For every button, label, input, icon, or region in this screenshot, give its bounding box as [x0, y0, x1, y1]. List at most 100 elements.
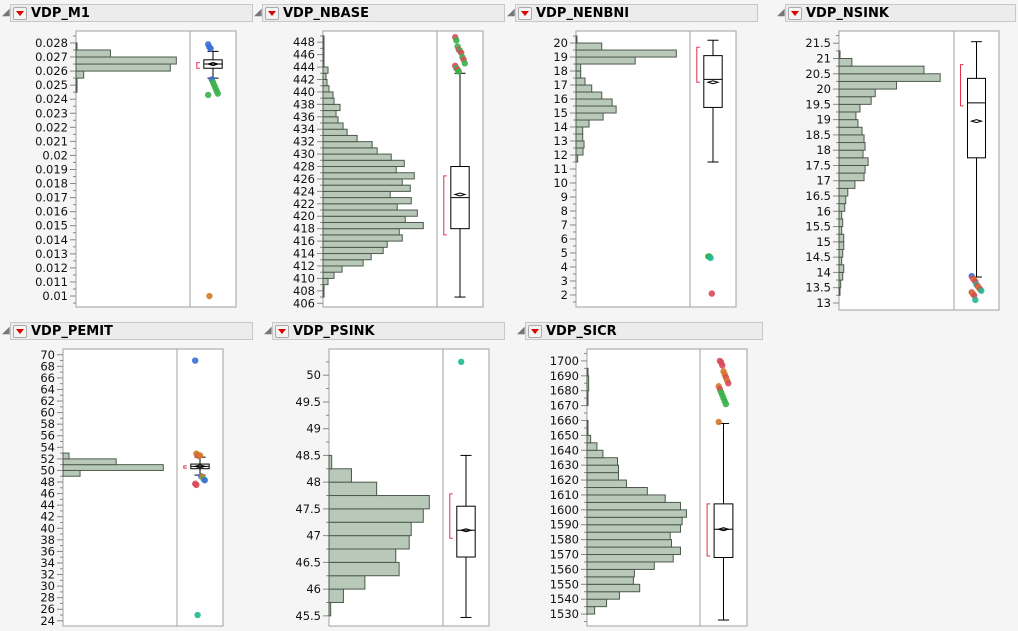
tick-label: 48.5	[295, 448, 321, 462]
tick-label: 0.027	[35, 50, 68, 64]
red-triangle-menu-icon[interactable]	[528, 324, 542, 338]
tick-label: 0.022	[35, 120, 68, 134]
histogram-bar	[586, 501, 681, 511]
outlier-point	[708, 290, 715, 297]
histogram-bar	[75, 63, 171, 72]
histogram-bar	[75, 70, 85, 79]
histogram-bar	[575, 49, 677, 58]
panel-header[interactable]: ◢ VDP_M1	[2, 4, 253, 22]
histogram-bar	[575, 63, 582, 72]
panel-header[interactable]: ◢ VDP_SICR	[517, 322, 763, 340]
tick-label: 21	[816, 52, 831, 66]
tick-label: 414	[293, 247, 315, 261]
histogram-bar	[322, 78, 328, 87]
mean-diamond	[716, 527, 731, 532]
tick-label: 0.011	[35, 275, 68, 289]
histogram-bar	[322, 116, 339, 124]
tick-label: 1640	[550, 443, 579, 457]
red-triangle-menu-icon[interactable]	[788, 6, 802, 20]
histogram-bar	[838, 226, 843, 235]
panel-header[interactable]: ◢ VDP_NENBNI	[507, 4, 758, 22]
disclosure-triangle-icon[interactable]: ◢	[264, 325, 272, 336]
red-triangle-menu-icon[interactable]	[518, 6, 532, 20]
histogram-bar	[328, 508, 424, 523]
tick-label: 7	[561, 218, 568, 232]
histogram-bar	[586, 375, 590, 392]
histogram-bar	[322, 228, 400, 236]
shortest-half-bracket	[449, 493, 453, 539]
disclosure-triangle-icon[interactable]: ◢	[2, 325, 10, 336]
tick-label: 438	[293, 97, 315, 111]
tick-label: 12	[553, 148, 568, 162]
disclosure-triangle-icon[interactable]: ◢	[507, 7, 515, 18]
tick-label: 0.018	[35, 177, 68, 191]
histogram-bar	[322, 159, 405, 168]
red-triangle-menu-icon[interactable]	[13, 6, 27, 20]
tick-label: 1650	[550, 428, 579, 442]
tick-label: 3	[561, 274, 568, 288]
tick-label: 17	[553, 78, 568, 92]
mean-diamond	[969, 119, 984, 124]
tick-label: 66	[40, 371, 55, 385]
tick-label: 0.02	[42, 148, 68, 162]
histogram-bar	[575, 105, 617, 114]
tick-label: 15	[553, 106, 568, 120]
histogram-bar	[838, 142, 866, 151]
tick-label: 0.014	[35, 233, 68, 247]
disclosure-triangle-icon[interactable]: ◢	[2, 7, 10, 18]
tick-label: 420	[293, 209, 315, 223]
histogram-bar	[838, 195, 847, 205]
tick-label: 20.5	[805, 67, 831, 81]
tick-label: 6	[561, 232, 568, 246]
histogram-bar	[838, 241, 845, 250]
red-triangle-menu-icon[interactable]	[265, 6, 279, 20]
red-triangle-menu-icon[interactable]	[275, 324, 289, 338]
tick-label: 15	[816, 235, 831, 249]
histogram-bar	[575, 112, 604, 121]
panel-header[interactable]: ◢ VDP_NBASE	[254, 4, 505, 22]
tick-label: 36	[40, 544, 55, 558]
panel-header[interactable]: ◢ VDP_NSINK	[777, 4, 1016, 22]
disclosure-triangle-icon[interactable]: ◢	[517, 325, 525, 336]
histogram-bar	[838, 157, 869, 166]
histogram-bar	[322, 240, 388, 248]
outlier-point	[192, 357, 199, 364]
tick-label: 16	[553, 92, 568, 106]
histogram-bar	[586, 509, 687, 518]
histogram-bar	[575, 84, 593, 93]
histogram-bar	[328, 521, 412, 537]
disclosure-triangle-icon[interactable]: ◢	[254, 7, 262, 18]
tick-label: 1580	[550, 533, 579, 547]
tick-label: 21.5	[805, 36, 831, 50]
tick-label: 17.5	[805, 158, 831, 172]
tick-label: 13.5	[805, 281, 831, 295]
tick-label: 58	[40, 417, 55, 431]
tick-label: 13	[816, 296, 831, 310]
tick-label: 11	[553, 162, 568, 176]
histogram-bar	[838, 103, 861, 113]
shortest-half-bracket	[960, 64, 964, 107]
histogram-bar	[586, 464, 619, 474]
disclosure-triangle-icon[interactable]: ◢	[777, 7, 785, 18]
tick-label: 30	[40, 579, 55, 593]
histogram-bar	[322, 215, 406, 223]
tick-label: 68	[40, 359, 55, 373]
tick-label: 9	[561, 190, 568, 204]
histogram-bar	[838, 73, 941, 82]
tick-label: 47.5	[295, 502, 321, 516]
histogram-bar	[575, 147, 584, 156]
tick-label: 1530	[550, 607, 579, 621]
tick-label: 4	[561, 260, 568, 274]
panel-header[interactable]: ◢ VDP_PEMIT	[2, 322, 253, 340]
panel-header[interactable]: ◢ VDP_PSINK	[264, 322, 505, 340]
tick-label: 1590	[550, 518, 579, 532]
tick-label: 48	[306, 475, 321, 489]
histogram-bar	[322, 265, 343, 273]
histogram-bar	[322, 234, 403, 242]
histogram-bar	[838, 58, 853, 67]
outlier-point	[205, 91, 212, 99]
tick-label: 1540	[550, 592, 579, 606]
red-triangle-menu-icon[interactable]	[13, 324, 27, 338]
mean-diamond	[206, 62, 220, 67]
